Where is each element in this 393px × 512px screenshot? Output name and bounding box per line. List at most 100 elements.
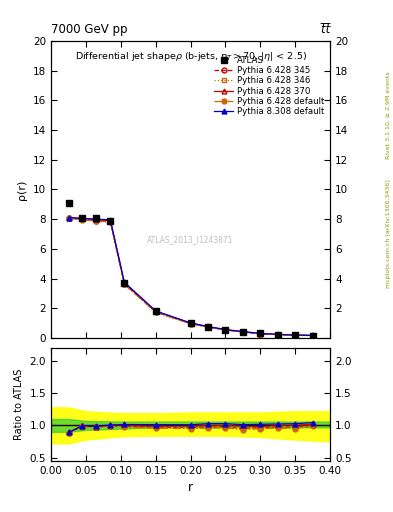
Pythia 8.308 default — [206, 324, 210, 330]
Pythia 6.428 346 — [122, 281, 127, 287]
Pythia 6.428 default — [66, 216, 71, 222]
Pythia 8.308 default — [80, 216, 85, 222]
Pythia 6.428 default — [80, 217, 85, 223]
Pythia 8.308 default — [108, 217, 113, 223]
Pythia 6.428 default — [108, 219, 113, 225]
ATLAS — [80, 215, 85, 221]
Pythia 6.428 370 — [293, 332, 298, 338]
Line: Pythia 6.428 346: Pythia 6.428 346 — [66, 216, 315, 338]
Pythia 6.428 default — [206, 324, 210, 330]
Pythia 6.428 346 — [206, 324, 210, 330]
Pythia 8.308 default — [275, 331, 280, 337]
Line: ATLAS: ATLAS — [65, 200, 316, 338]
Pythia 6.428 default — [241, 329, 245, 335]
Line: Pythia 6.428 345: Pythia 6.428 345 — [66, 216, 315, 338]
ATLAS — [310, 332, 315, 338]
Pythia 6.428 345 — [80, 216, 85, 222]
ATLAS — [258, 330, 263, 336]
Pythia 6.428 346 — [80, 216, 85, 222]
Pythia 6.428 370 — [223, 327, 228, 333]
Pythia 8.308 default — [258, 330, 263, 336]
ATLAS — [108, 218, 113, 224]
Pythia 8.308 default — [293, 332, 298, 338]
Pythia 6.428 370 — [241, 329, 245, 335]
Pythia 6.428 346 — [188, 321, 193, 327]
Pythia 6.428 345 — [275, 331, 280, 337]
Text: Rivet 3.1.10, ≥ 2.9M events: Rivet 3.1.10, ≥ 2.9M events — [386, 71, 391, 159]
Pythia 6.428 370 — [258, 330, 263, 336]
ATLAS — [241, 329, 245, 335]
Pythia 6.428 346 — [258, 331, 263, 337]
Pythia 6.428 default — [275, 332, 280, 338]
X-axis label: r: r — [188, 481, 193, 494]
Pythia 6.428 345 — [310, 332, 315, 338]
Pythia 6.428 346 — [223, 327, 228, 333]
ATLAS — [275, 331, 280, 337]
Pythia 6.428 370 — [122, 280, 127, 286]
Pythia 6.428 345 — [223, 327, 228, 333]
Text: mcplots.cern.ch [arXiv:1306.3436]: mcplots.cern.ch [arXiv:1306.3436] — [386, 180, 391, 288]
Line: Pythia 6.428 370: Pythia 6.428 370 — [66, 215, 315, 338]
Pythia 6.428 370 — [310, 332, 315, 338]
Line: Pythia 8.308 default: Pythia 8.308 default — [66, 215, 315, 338]
Pythia 6.428 345 — [293, 332, 298, 338]
ATLAS — [206, 324, 210, 330]
Text: t̅t̅: t̅t̅ — [321, 23, 330, 36]
ATLAS — [122, 280, 127, 286]
Pythia 6.428 346 — [275, 331, 280, 337]
Pythia 6.428 default — [310, 332, 315, 338]
Pythia 6.428 345 — [94, 218, 99, 224]
Pythia 6.428 default — [153, 309, 158, 315]
ATLAS — [94, 215, 99, 221]
Pythia 8.308 default — [122, 279, 127, 285]
ATLAS — [223, 327, 228, 333]
Pythia 6.428 default — [258, 331, 263, 337]
Pythia 6.428 345 — [108, 218, 113, 224]
Pythia 6.428 345 — [66, 216, 71, 222]
Pythia 6.428 370 — [108, 218, 113, 224]
Pythia 6.428 345 — [188, 321, 193, 327]
Pythia 8.308 default — [153, 308, 158, 314]
Pythia 6.428 default — [293, 332, 298, 338]
Pythia 6.428 370 — [94, 217, 99, 223]
Pythia 6.428 370 — [188, 320, 193, 326]
Y-axis label: Ratio to ATLAS: Ratio to ATLAS — [14, 369, 24, 440]
Pythia 6.428 370 — [153, 308, 158, 314]
ATLAS — [66, 200, 71, 206]
ATLAS — [293, 332, 298, 338]
Pythia 8.308 default — [310, 332, 315, 338]
Pythia 6.428 345 — [206, 324, 210, 330]
Pythia 6.428 370 — [275, 331, 280, 337]
Pythia 6.428 346 — [153, 309, 158, 315]
Y-axis label: ρ(r): ρ(r) — [17, 179, 28, 200]
Text: ATLAS_2013_I1243871: ATLAS_2013_I1243871 — [147, 236, 234, 244]
Pythia 8.308 default — [66, 215, 71, 221]
Pythia 6.428 370 — [206, 324, 210, 330]
ATLAS — [153, 308, 158, 314]
Pythia 8.308 default — [188, 320, 193, 326]
Pythia 8.308 default — [94, 216, 99, 222]
Pythia 6.428 default — [188, 321, 193, 327]
Pythia 6.428 346 — [310, 332, 315, 338]
Pythia 6.428 345 — [153, 309, 158, 315]
Text: 7000 GeV pp: 7000 GeV pp — [51, 23, 128, 36]
Pythia 6.428 345 — [258, 331, 263, 337]
Pythia 6.428 346 — [66, 216, 71, 222]
Pythia 6.428 default — [122, 282, 127, 288]
Pythia 6.428 370 — [80, 216, 85, 222]
Pythia 6.428 346 — [108, 218, 113, 224]
ATLAS — [188, 320, 193, 326]
Pythia 6.428 346 — [94, 218, 99, 224]
Legend: ATLAS, Pythia 6.428 345, Pythia 6.428 346, Pythia 6.428 370, Pythia 6.428 defaul: ATLAS, Pythia 6.428 345, Pythia 6.428 34… — [213, 54, 326, 118]
Pythia 6.428 345 — [122, 281, 127, 287]
Text: Differential jet shape$\rho$ (b-jets, $p_T$$>$70, $|\eta|$ < 2.5): Differential jet shape$\rho$ (b-jets, $p… — [75, 50, 307, 63]
Pythia 6.428 346 — [293, 332, 298, 338]
Pythia 8.308 default — [241, 329, 245, 335]
Pythia 6.428 346 — [241, 329, 245, 335]
Pythia 6.428 345 — [241, 329, 245, 335]
Pythia 6.428 370 — [66, 215, 71, 221]
Pythia 8.308 default — [223, 327, 228, 333]
Pythia 6.428 default — [94, 218, 99, 224]
Pythia 6.428 default — [223, 327, 228, 333]
Line: Pythia 6.428 default: Pythia 6.428 default — [66, 216, 315, 338]
